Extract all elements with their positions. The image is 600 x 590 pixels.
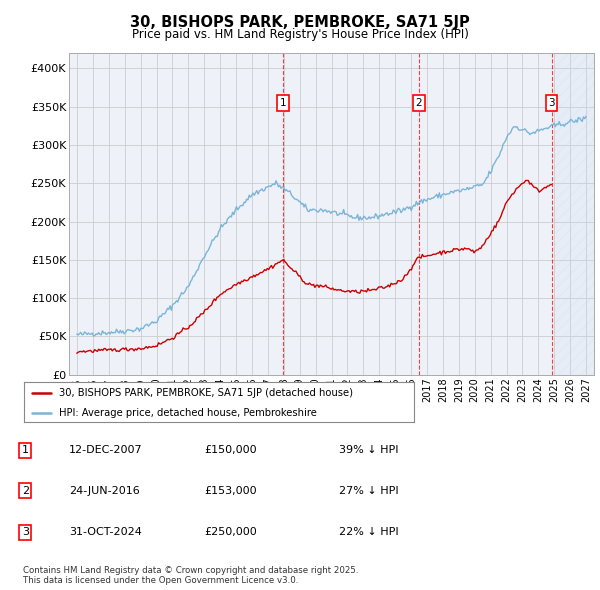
Text: 1: 1 (280, 98, 286, 108)
Text: £153,000: £153,000 (204, 486, 257, 496)
Text: 12-DEC-2007: 12-DEC-2007 (69, 445, 143, 455)
Text: 1: 1 (22, 445, 29, 455)
Text: 31-OCT-2024: 31-OCT-2024 (69, 527, 142, 537)
Text: 39% ↓ HPI: 39% ↓ HPI (339, 445, 398, 455)
Text: 22% ↓ HPI: 22% ↓ HPI (339, 527, 398, 537)
Text: 2: 2 (22, 486, 29, 496)
Text: 3: 3 (548, 98, 555, 108)
Text: 30, BISHOPS PARK, PEMBROKE, SA71 5JP (detached house): 30, BISHOPS PARK, PEMBROKE, SA71 5JP (de… (59, 388, 353, 398)
Text: 27% ↓ HPI: 27% ↓ HPI (339, 486, 398, 496)
Text: Price paid vs. HM Land Registry's House Price Index (HPI): Price paid vs. HM Land Registry's House … (131, 28, 469, 41)
Text: 24-JUN-2016: 24-JUN-2016 (69, 486, 140, 496)
Text: 2: 2 (415, 98, 422, 108)
Text: Contains HM Land Registry data © Crown copyright and database right 2025.
This d: Contains HM Land Registry data © Crown c… (23, 566, 358, 585)
Text: HPI: Average price, detached house, Pembrokeshire: HPI: Average price, detached house, Pemb… (59, 408, 317, 418)
Text: £250,000: £250,000 (204, 527, 257, 537)
Bar (554, 53, 594, 375)
Text: 30, BISHOPS PARK, PEMBROKE, SA71 5JP: 30, BISHOPS PARK, PEMBROKE, SA71 5JP (130, 15, 470, 30)
Text: 3: 3 (22, 527, 29, 537)
Text: £150,000: £150,000 (204, 445, 257, 455)
